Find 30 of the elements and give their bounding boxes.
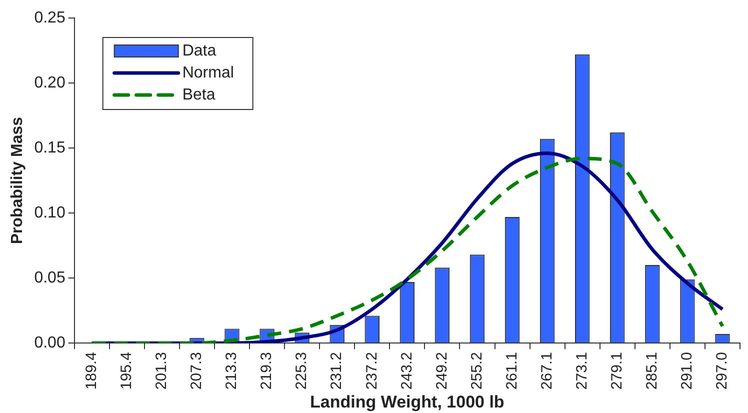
x-tick-label: 225.3: [293, 352, 310, 390]
x-tick-label: 243.2: [398, 352, 416, 390]
x-tick-label: 195.4: [118, 352, 136, 390]
y-tick-label: 0.00: [34, 334, 66, 352]
x-tick-label: 279.1: [608, 352, 626, 390]
x-tick-label: 273.1: [573, 352, 590, 390]
x-tick-label: 285.1: [644, 352, 661, 390]
x-tick-label: 249.2: [433, 352, 450, 390]
y-tick-label: 0.15: [34, 139, 66, 156]
y-tick-label: 0.20: [34, 74, 66, 92]
x-tick-label: 255.2: [468, 352, 486, 390]
x-tick-label: 297.0: [714, 352, 731, 390]
x-tick-label: 291.0: [678, 352, 696, 390]
x-tick-label: 201.3: [153, 352, 170, 390]
x-tick-label: 261.1: [503, 352, 520, 390]
legend-label: Beta: [182, 86, 216, 104]
y-tick-label: 0.25: [34, 9, 66, 26]
x-tick-label: 207.3: [188, 352, 206, 390]
y-axis-title: Probability Mass: [9, 116, 26, 244]
x-tick-label: 213.3: [223, 352, 240, 390]
y-tick-label: 0.10: [34, 204, 66, 222]
x-tick-label: 189.4: [83, 352, 100, 390]
x-tick-label: 231.2: [328, 352, 346, 390]
x-tick-label: 267.1: [538, 352, 556, 390]
x-tick-label: 219.3: [258, 352, 276, 390]
legend-label: Data: [182, 42, 216, 60]
x-axis-title: Landing Weight, 1000 lb: [310, 392, 504, 412]
legend-label: Normal: [182, 64, 234, 82]
y-tick-label: 0.05: [34, 269, 66, 286]
x-tick-label: 237.2: [363, 352, 380, 390]
